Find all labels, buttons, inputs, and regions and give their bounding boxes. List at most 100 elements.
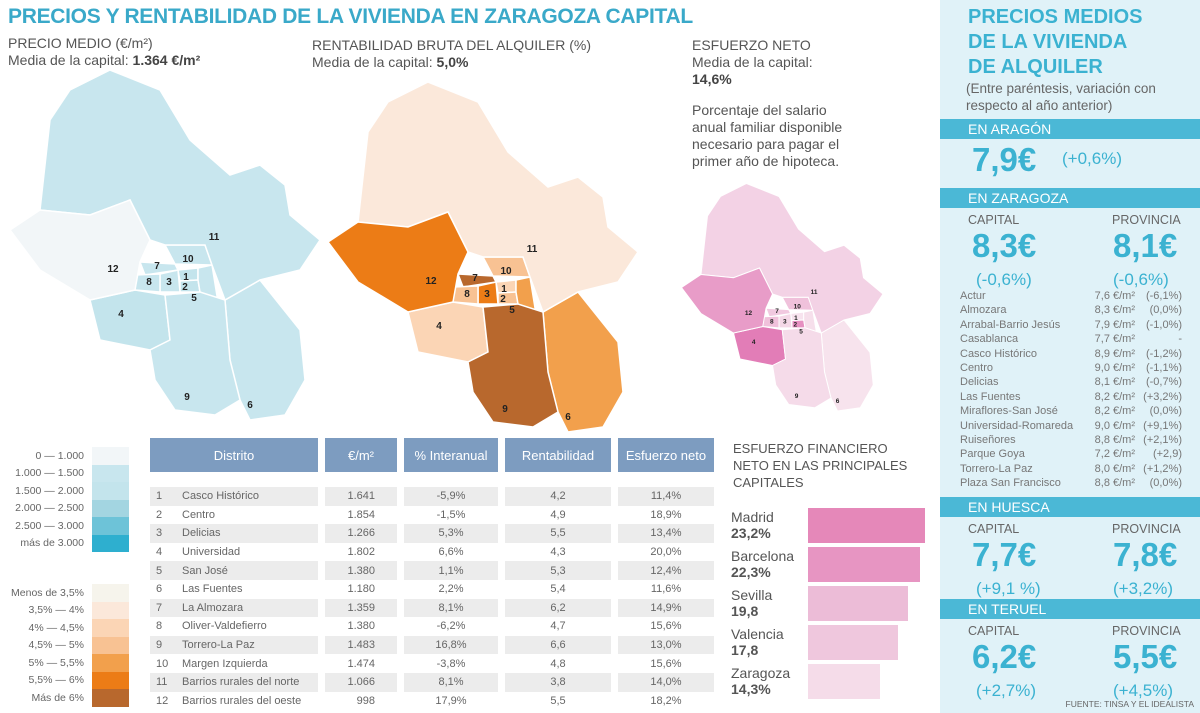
category-label: Zaragoza (731, 665, 791, 681)
district-name: La Almozara (182, 601, 244, 614)
legend-label: 5,5% — 6% (28, 674, 84, 687)
district-number: 7 (156, 601, 163, 614)
panel-title-line: DE LA VIVIENDA (968, 31, 1128, 53)
legend-swatch (92, 619, 129, 637)
price-cell: 1.483 (325, 635, 397, 655)
esf-cell: 11,6% (650, 583, 682, 596)
legend-item: 1.000 — 1.500 (0, 464, 129, 482)
rent-cell: 4,2 (505, 487, 611, 506)
legend-label: 2.500 — 3.000 (15, 519, 84, 532)
barrio-price: 8,1 €/m² (1094, 376, 1135, 389)
huesca-cap-change: (+9,1 %) (976, 579, 1041, 598)
rent-cell: 4,3 (550, 546, 566, 559)
category-label: Madrid (731, 509, 774, 525)
district-12 (680, 267, 774, 334)
legend-swatch (92, 689, 129, 707)
barrio-name: Delicias (960, 376, 999, 389)
district-4 (407, 301, 489, 363)
barrio-name: Universidad-Romareda (960, 419, 1074, 432)
price-header: PRECIO MEDIO (€/m²) Media de la capital:… (8, 35, 200, 69)
media-label: Media de la capital: (312, 54, 433, 70)
district-number: 3 (166, 277, 172, 288)
district-number: 12 (425, 276, 437, 287)
legend-item: 2.000 — 2.500 (0, 499, 129, 517)
district-name: Oliver-Valdefierro (182, 620, 267, 633)
value-label: 17,8 (731, 642, 759, 658)
district-number: 9 (795, 393, 799, 400)
district-number: 6 (565, 412, 571, 423)
barrio-row: Miraflores-San José 8,2 €/m² (0,0%) (960, 405, 1182, 417)
barrio-row: Casablanca 7,7 €/m² - (960, 333, 1182, 345)
zaragoza-prov-value: 8,1€ (1113, 227, 1178, 264)
esf-cell: 13,0% (618, 635, 714, 655)
district-name: Margen Izquierda (182, 657, 268, 670)
esf-cell: 20,0% (650, 546, 682, 559)
category-label: Sevilla (731, 587, 773, 603)
district-12 (326, 211, 469, 313)
barrio-name: Las Fuentes (960, 390, 1021, 403)
legend-item: más de 3.000 (0, 534, 129, 552)
page-title: PRECIOS Y RENTABILIDAD DE LA VIVIENDA EN… (8, 5, 693, 28)
district-number: 3 (783, 318, 787, 325)
barrio-row: Universidad-Romareda 9,0 €/m² (+9,1%) (960, 420, 1182, 432)
teruel-cap-label: CAPITAL (968, 624, 1020, 638)
teruel-prov-label: PROVINCIA (1112, 624, 1181, 638)
category-label: Barcelona (731, 548, 795, 564)
section-huesca: EN HUESCA (940, 497, 1200, 517)
district-4 (89, 289, 171, 351)
district-4 (732, 326, 787, 367)
esfuerzo-note: Porcentaje del salario anual familiar di… (692, 102, 843, 169)
barrio-change: (0,0%) (1149, 304, 1182, 317)
legend-swatch (92, 671, 129, 689)
district-name: Barrios rurales del oeste (182, 694, 302, 707)
district-cell: 6 Las Fuentes (150, 580, 318, 599)
esfuerzo-header: ESFUERZO NETO Media de la capital: 14,6%… (692, 37, 852, 170)
legend-label: 2.000 — 2.500 (15, 502, 84, 515)
district-number: 2 (500, 294, 506, 305)
panel-title-line: DE ALQUILER (968, 56, 1103, 78)
barrio-change: (-0,7%) (1145, 376, 1182, 389)
barrio-row: Actur 7,6 €/m² (-6,1%) (960, 290, 1182, 302)
barrio-change: (-1,2%) (1145, 347, 1182, 360)
table-row: 4 Universidad 1.802 6,6% 4,3 20,0% (150, 543, 714, 562)
section-aragon: EN ARAGÓN (940, 119, 1200, 139)
district-cell: 10 Margen Izquierda (150, 654, 318, 673)
esf-cell: 12,4% (618, 561, 714, 580)
value-label: 14,3% (731, 681, 771, 697)
barrio-name: Casco Histórico (960, 347, 1038, 360)
legend-label: 5% — 5,5% (28, 656, 84, 669)
barrio-change: (-1,0%) (1145, 318, 1182, 331)
table-header: Distrito €/m²% Interanual Rentabilidad Esfu… (150, 438, 714, 472)
district-number: 3 (156, 527, 163, 540)
district-number: 5 (191, 293, 197, 304)
teruel-cap-value: 6,2€ (972, 638, 1037, 675)
esf-cell: 11,4% (618, 487, 714, 506)
yoy-cell: 6,6% (438, 546, 464, 559)
rent-cell: 5,5 (505, 524, 611, 543)
rent-media: Media de la capital: 5,0% (312, 54, 591, 71)
district-cell: 9 Torrero-La Paz (150, 635, 318, 655)
barrio-price: 9,0 €/m² (1094, 419, 1135, 432)
legend-swatch (92, 534, 129, 552)
barrio-price: 7,9 €/m² (1094, 318, 1135, 331)
legend-swatch (92, 654, 129, 672)
district-name: Centro (182, 508, 216, 521)
esf-cell: 13,4% (618, 524, 714, 543)
barrio-row: Arrabal-Barrio Jesús 7,9 €/m² (-1,0%) (960, 319, 1182, 331)
yoy-cell: -3,8% (436, 657, 466, 670)
barrio-row: Ruiseñores 8,8 €/m² (+2,1%) (960, 434, 1182, 446)
district-11 (700, 182, 884, 334)
rent-cell: 5,5 (550, 694, 566, 707)
legend-label: 1.000 — 1.500 (15, 467, 84, 480)
table-row: 1 Casco Histórico 1.641 -5,9% 4,2 11,4% (150, 487, 714, 506)
yoy-cell: 1,1% (404, 561, 498, 580)
barrio-price: 9,0 €/m² (1094, 362, 1135, 374)
barrio-change: - (1178, 333, 1182, 346)
legend-item: 4,5% — 5% (0, 636, 129, 654)
huesca-prov-label: PROVINCIA (1112, 522, 1181, 536)
barrio-change: (0,0%) (1149, 477, 1182, 490)
district-cell: 7 La Almozara (150, 598, 318, 618)
barrio-change: (+9,1%) (1143, 419, 1182, 432)
table-row: 5 San José 1.380 1,1% 5,3 12,4% (150, 561, 714, 580)
